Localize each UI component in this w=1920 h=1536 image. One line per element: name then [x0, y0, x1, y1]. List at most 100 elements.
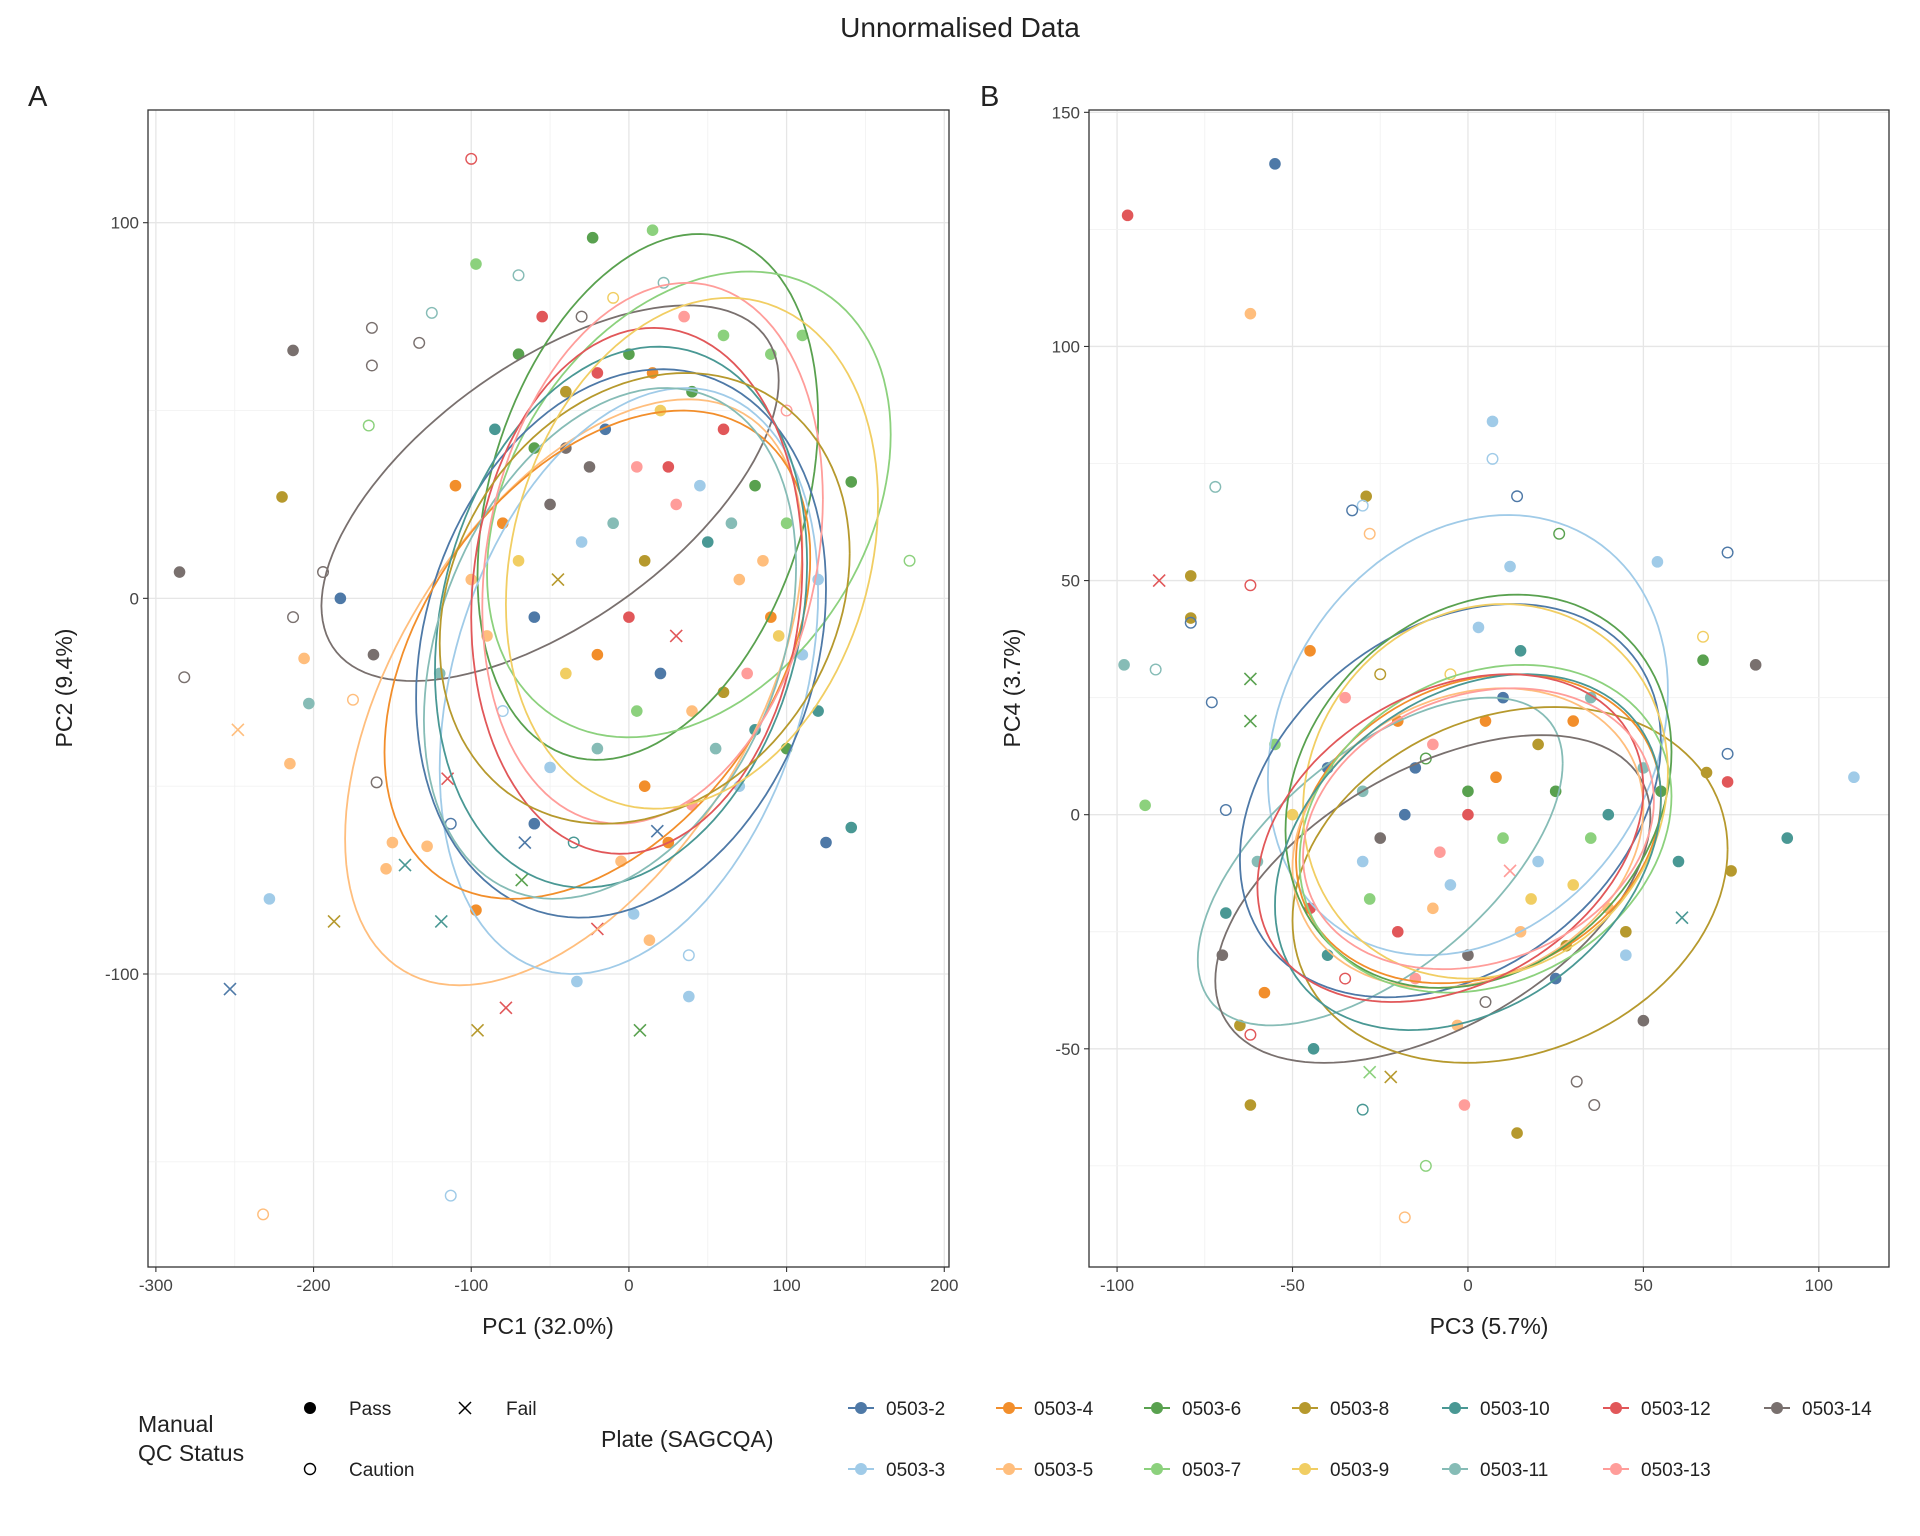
- point-0503-8-pass: [1244, 1099, 1257, 1111]
- point-0503-2-caution: [1184, 616, 1197, 629]
- y-tick-label: -50: [1055, 1040, 1080, 1059]
- point-0503-5-pass: [686, 705, 698, 717]
- point-0503-12-fail: [1152, 574, 1166, 588]
- point-0503-2-caution: [1346, 504, 1359, 517]
- point-0503-11-caution: [1209, 480, 1222, 493]
- ellipse-0503-3: [1266, 514, 1669, 957]
- x-tick-label: -100: [454, 1276, 488, 1295]
- point-0503-5-pass: [757, 554, 769, 567]
- point-0503-3-pass: [1651, 556, 1664, 568]
- legend-point-key: [1610, 1402, 1622, 1414]
- ellipse-0503-5: [344, 398, 804, 987]
- point-0503-10-pass: [1602, 808, 1615, 821]
- point-0503-9-pass: [654, 404, 667, 417]
- point-0503-8-caution: [1374, 668, 1387, 681]
- point-0503-14-caution: [413, 336, 426, 349]
- point-0503-12-caution: [1244, 579, 1257, 592]
- point-0503-3-caution: [444, 1189, 457, 1202]
- point-0503-6-pass: [749, 479, 761, 492]
- point-0503-11-pass: [607, 517, 619, 530]
- point-0503-10-fail: [398, 858, 412, 872]
- legend-item-label: 0503-5: [1034, 1460, 1093, 1481]
- legend-item-0503-12: 0503-12: [1603, 1399, 1711, 1420]
- legend-item-label: 0503-14: [1802, 1399, 1872, 1420]
- point-0503-3-pass: [1486, 415, 1499, 428]
- point-0503-10-pass: [1307, 1043, 1320, 1055]
- point-0503-7-pass: [646, 224, 659, 237]
- ellipse-0503-14: [320, 304, 780, 682]
- point-0503-2-pass: [654, 667, 667, 680]
- point-0503-9-pass: [512, 554, 525, 567]
- ellipse-0503-5: [1291, 687, 1645, 989]
- point-0503-13-fail: [1503, 864, 1517, 878]
- point-0503-14-pass: [367, 648, 380, 661]
- panel-a-plot: -300 -200 -100 0 100 200 -100 0 100: [105, 109, 958, 1295]
- x-tick-label: 0: [624, 1276, 633, 1295]
- point-0503-12-pass: [1462, 808, 1474, 821]
- point-0503-14-caution: [178, 671, 191, 684]
- point-0503-6-pass: [528, 442, 541, 454]
- point-0503-14-pass: [1374, 832, 1387, 844]
- x-tick-label: 50: [1634, 1276, 1653, 1295]
- ellipse-0503-4: [1295, 673, 1662, 985]
- point-0503-8-fail: [470, 1023, 485, 1037]
- point-0503-6-fail: [515, 873, 529, 887]
- legend-point-key: [1449, 1463, 1461, 1475]
- point-0503-2-pass: [334, 592, 347, 605]
- legend-point-key: [1003, 1402, 1015, 1414]
- point-0503-12-pass: [591, 367, 604, 379]
- legend-caution-symbol: [303, 1462, 317, 1476]
- figure-title: Unnormalised Data: [840, 12, 1080, 43]
- point-0503-8-pass: [638, 554, 651, 567]
- point-0503-2-caution: [1205, 696, 1218, 709]
- ellipse-0503-6: [476, 233, 819, 761]
- point-0503-7-pass: [717, 329, 730, 342]
- point-0503-14-pass: [1749, 659, 1762, 671]
- point-0503-14-pass: [1637, 1014, 1650, 1027]
- legend-item-label: 0503-2: [886, 1399, 945, 1420]
- point-0503-3-pass: [1472, 621, 1485, 634]
- panel-tag-a: A: [28, 81, 48, 113]
- point-0503-5-pass: [1427, 902, 1439, 915]
- point-0503-8-fail: [327, 914, 341, 928]
- ellipse-0503-13: [481, 281, 824, 825]
- point-0503-14-caution: [370, 776, 383, 789]
- ellipse-0503-11: [422, 387, 797, 900]
- point-0503-7-fail: [1363, 1065, 1377, 1079]
- point-0503-5-caution: [346, 693, 359, 706]
- point-0503-5-pass: [733, 573, 746, 586]
- x-tick-label: -100: [1100, 1276, 1134, 1295]
- panel-a-x-axis-title: PC1 (32.0%): [482, 1313, 614, 1339]
- point-0503-2-fail: [223, 982, 237, 996]
- legend-item-label: 0503-11: [1480, 1460, 1548, 1481]
- point-0503-3-pass: [694, 479, 706, 492]
- point-0503-4-pass: [638, 780, 651, 792]
- point-0503-10-fail: [434, 914, 448, 928]
- legend-caution-label: Caution: [349, 1460, 415, 1481]
- ellipse-0503-14: [1214, 734, 1652, 1064]
- point-0503-8-pass: [1184, 570, 1197, 582]
- point-0503-13-pass: [1434, 846, 1446, 858]
- legend-point-key: [855, 1463, 867, 1475]
- point-0503-9-caution: [1697, 630, 1710, 643]
- legend-item-label: 0503-3: [886, 1460, 945, 1481]
- point-0503-13-caution: [780, 404, 793, 417]
- legend-item-0503-2: 0503-2: [848, 1399, 945, 1420]
- point-0503-11-pass: [725, 517, 738, 530]
- legend-point-key: [1610, 1463, 1622, 1475]
- point-0503-7-pass: [630, 705, 643, 717]
- panel-b-y-axis-title: PC4 (3.7%): [999, 629, 1025, 748]
- ellipse-0503-12: [1256, 673, 1645, 1003]
- point-0503-7-pass: [780, 517, 793, 530]
- point-0503-4-pass: [591, 648, 604, 661]
- legend-item-label: 0503-13: [1641, 1460, 1711, 1481]
- point-0503-5-pass: [643, 934, 656, 946]
- point-0503-9-pass: [560, 667, 572, 680]
- point-0503-13-pass: [678, 310, 690, 323]
- point-0503-12-pass: [1721, 776, 1734, 788]
- point-0503-8-pass: [1725, 865, 1737, 877]
- point-0503-14-pass: [583, 461, 596, 473]
- point-0503-3-caution: [1356, 499, 1369, 512]
- point-0503-14-caution: [287, 611, 300, 624]
- point-0503-11-caution: [1149, 663, 1162, 676]
